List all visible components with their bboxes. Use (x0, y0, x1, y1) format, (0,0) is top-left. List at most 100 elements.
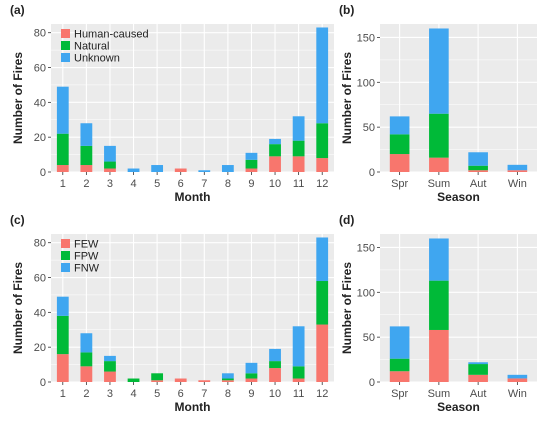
bar-natural (292, 140, 305, 157)
bar-human-caused (245, 168, 258, 172)
bar-natural (104, 161, 116, 169)
y-tick-label: 0 (369, 377, 375, 389)
bar-human-caused (269, 156, 281, 172)
x-axis-title: Season (437, 190, 480, 204)
bar-natural (389, 134, 410, 155)
x-tick-label: Sum (428, 388, 451, 400)
bar-unknown (56, 86, 69, 134)
bar-few (174, 378, 187, 382)
bar-fpw (245, 373, 258, 379)
bar-few (292, 378, 305, 382)
bar-unknown (245, 152, 258, 160)
bar-few (269, 368, 281, 382)
x-axis-title: Month (175, 400, 211, 414)
bar-fnw (269, 348, 281, 362)
x-tick-label: 4 (130, 178, 136, 190)
legend-swatch (61, 251, 70, 260)
x-tick-label: 3 (107, 388, 113, 400)
x-tick-label: Aut (470, 178, 487, 190)
x-tick-label: Win (508, 388, 527, 400)
bar-fnw (389, 326, 410, 359)
panel-label: (b) (339, 3, 354, 17)
bar-natural (269, 144, 281, 157)
y-tick-label: 40 (34, 307, 46, 319)
y-tick-label: 50 (363, 122, 375, 134)
x-tick-label: 12 (316, 178, 328, 190)
bar-fnw (80, 333, 93, 353)
bar-few (389, 371, 410, 382)
bar-few (198, 380, 211, 382)
bar-few (507, 378, 528, 382)
x-tick-label: 1 (60, 178, 66, 190)
panel-b: 0 50 100 150 Spr Sum Aut Win Season Number of Fir… (339, 3, 537, 204)
bar-natural (56, 133, 69, 166)
x-tick-label: 12 (316, 388, 328, 400)
bar-human-caused (104, 168, 116, 172)
legend-swatch (61, 239, 70, 248)
x-tick-label: Aut (470, 388, 487, 400)
bar-human-caused (292, 156, 305, 172)
legend-label: Unknown (74, 53, 120, 65)
y-tick-label: 80 (34, 238, 46, 250)
bar-fpw (316, 281, 329, 325)
x-tick-label: 2 (83, 388, 89, 400)
bar-few (468, 374, 488, 382)
bar-unknown (429, 28, 449, 114)
panel-label: (d) (339, 213, 354, 227)
bar-unknown (292, 116, 305, 141)
bar-few (316, 324, 329, 382)
bar-unknown (127, 168, 140, 172)
bar-unknown (316, 27, 329, 124)
x-tick-label: Spr (391, 178, 408, 190)
bar-few (151, 380, 164, 382)
bar-human-caused (507, 170, 528, 172)
bar-natural (80, 145, 93, 166)
x-tick-label: 5 (154, 178, 160, 190)
y-tick-label: 100 (357, 77, 375, 89)
panel-d: 0 50 100 150 Spr Sum Aut Win Season Number of Fir… (339, 213, 537, 414)
legend-label: Human-caused (74, 29, 149, 41)
legend-label: Natural (74, 41, 109, 53)
x-tick-label: 6 (178, 388, 184, 400)
x-tick-label: 9 (248, 178, 254, 190)
y-tick-label: 150 (357, 242, 375, 254)
bar-fnw (507, 374, 528, 379)
bar-fpw (292, 366, 305, 379)
legend-label: FNW (74, 263, 100, 275)
bar-few (221, 380, 234, 382)
bar-fpw (468, 364, 488, 375)
x-tick-label: 8 (225, 388, 231, 400)
x-tick-label: Win (508, 178, 527, 190)
bar-few (245, 378, 258, 382)
bar-fpw (389, 358, 410, 372)
panel-label: (a) (10, 3, 25, 17)
x-tick-label: 2 (83, 178, 89, 190)
bar-unknown (389, 116, 410, 135)
x-tick-label: 7 (201, 178, 207, 190)
x-tick-label: 4 (130, 388, 136, 400)
x-tick-label: 7 (201, 388, 207, 400)
bar-human-caused (429, 157, 449, 172)
bar-fpw (56, 315, 69, 355)
bar-few (104, 371, 116, 382)
bar-fpw (221, 378, 234, 381)
bar-fnw (292, 326, 305, 367)
y-axis-title: Number of Fires (11, 262, 25, 354)
x-tick-label: 6 (178, 178, 184, 190)
y-tick-label: 100 (357, 287, 375, 299)
bar-unknown (151, 165, 164, 172)
y-tick-label: 20 (34, 132, 46, 144)
bar-fnw (56, 296, 69, 316)
bar-human-caused (56, 165, 69, 172)
x-axis-title: Season (437, 400, 480, 414)
bar-few (80, 366, 93, 382)
y-tick-label: 60 (34, 63, 46, 75)
bar-unknown (269, 138, 281, 145)
bar-fpw (429, 280, 449, 330)
legend-swatch (61, 41, 70, 50)
bar-fpw (269, 361, 281, 369)
bar-unknown (80, 123, 93, 146)
